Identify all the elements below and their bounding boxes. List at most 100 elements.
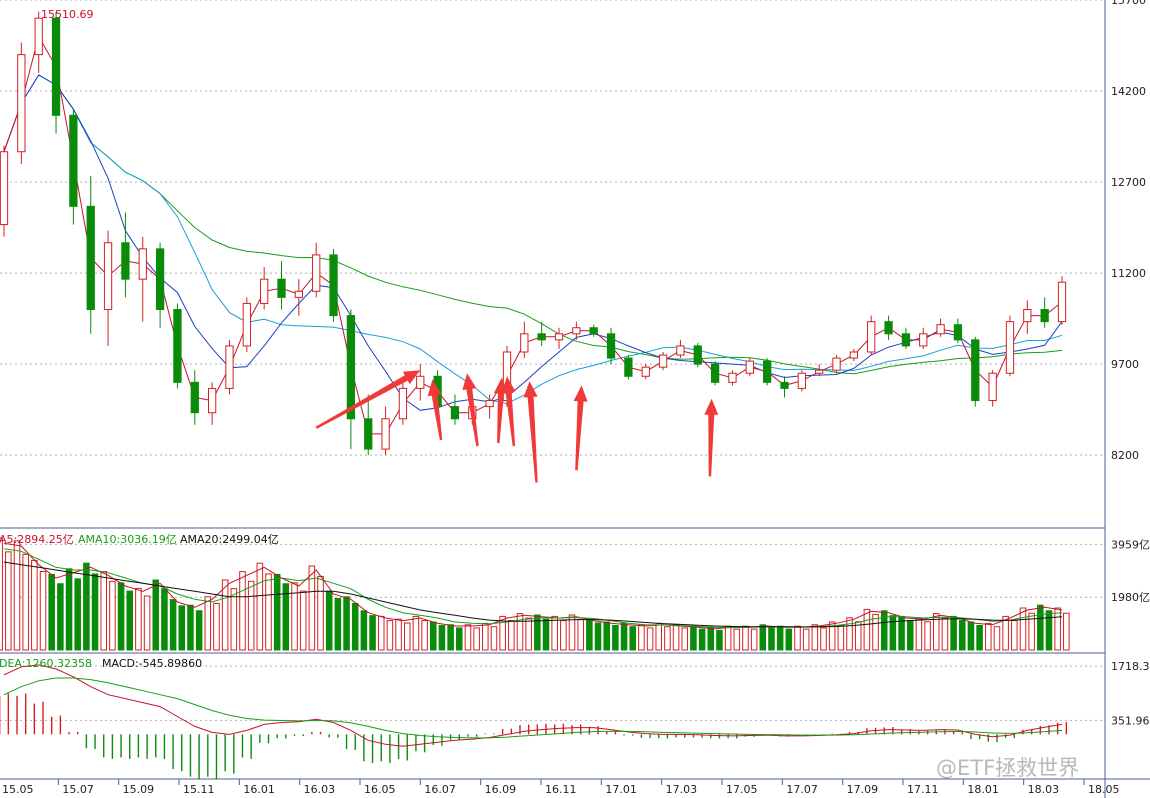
- volume-bar-45-0: [776, 625, 784, 651]
- annotation-arrows: [315, 370, 719, 483]
- volume-ma-lines: [3, 542, 1063, 630]
- candle-body-55: [953, 324, 963, 341]
- candle-33: [572, 321, 581, 340]
- x-tick-label-15: 17.11: [907, 783, 939, 796]
- annotation-arrow-0: [315, 370, 421, 429]
- volume-bar-39-1: [681, 627, 689, 651]
- volume-ama10-line: [3, 548, 1063, 629]
- moving-average-lines: [3, 35, 1063, 435]
- watermark: @ETF拯救世界: [936, 756, 1079, 780]
- volume-bar-39-0: [672, 624, 680, 651]
- candle-60: [1040, 297, 1049, 328]
- candle-47: [815, 364, 824, 377]
- volume-bar-41-1: [716, 629, 723, 651]
- x-tick-label-7: 16.07: [424, 783, 456, 796]
- volume-bar-53-0: [915, 617, 923, 651]
- volume-bar-13-1: [230, 588, 238, 651]
- candle-6: [103, 230, 113, 346]
- candle-body-52: [901, 333, 911, 347]
- volume-bar-58-0: [1002, 615, 1009, 651]
- candle-body-16: [277, 278, 286, 298]
- candle-body-1: [17, 54, 26, 153]
- volume-ama20-line: [3, 561, 1063, 628]
- candle-body-38: [658, 354, 668, 368]
- candle-body-45: [780, 381, 789, 389]
- macd-legend-macd: MACD:-545.89860: [102, 657, 202, 670]
- volume-bar-44-0: [759, 624, 767, 651]
- candle-body-10: [173, 309, 182, 383]
- volume-bar-50-0: [863, 608, 871, 651]
- candle-17: [294, 279, 303, 316]
- candle-19: [329, 248, 338, 322]
- candle-body-26: [450, 406, 460, 420]
- annotation-arrow-6: [573, 385, 588, 471]
- candle-body-33: [572, 327, 581, 335]
- candle-body-20: [346, 315, 356, 420]
- candle-43: [745, 358, 754, 377]
- x-tick-label-0: 15.05: [2, 783, 34, 796]
- volume-bar-56-0: [967, 621, 975, 651]
- candle-body-32: [554, 333, 564, 341]
- candle-13: [225, 339, 234, 395]
- volume-bar-35-1: [612, 624, 619, 651]
- volume-bar-48-0: [828, 621, 836, 651]
- volume-bar-8-0: [135, 587, 142, 651]
- volume-bar-58-1: [1011, 620, 1018, 651]
- x-tick-label-10: 17.01: [605, 783, 637, 796]
- annotation-arrow-7: [704, 398, 719, 477]
- volume-bar-10-1: [178, 605, 186, 651]
- macd-dea-line: [3, 677, 1063, 739]
- volume-bar-32-1: [560, 620, 567, 651]
- candle-5: [86, 176, 95, 334]
- candle-7: [121, 212, 130, 298]
- volume-bar-5-1: [91, 573, 99, 651]
- price-tick-label-5: 8200: [1111, 449, 1139, 462]
- volume-bar-19-0: [325, 590, 333, 651]
- candle-37: [641, 364, 650, 380]
- volume-bar-51-0: [880, 610, 888, 651]
- candle-body-12: [207, 387, 217, 414]
- volume-bar-2-0: [31, 559, 38, 651]
- candle-body-47: [815, 369, 824, 374]
- volume-bar-30-1: [525, 617, 532, 651]
- volume-tick-label-0: 3959亿: [1111, 538, 1150, 551]
- volume-bar-60-1: [1045, 610, 1053, 651]
- candle-20: [346, 309, 356, 450]
- volume-bar-56-1: [976, 624, 983, 651]
- volume-bar-14-0: [239, 571, 246, 651]
- x-tick-label-9: 16.11: [545, 783, 577, 796]
- candle-body-60: [1040, 309, 1049, 323]
- candle-21: [364, 394, 373, 456]
- candle-body-14: [242, 302, 251, 347]
- x-tick-label-3: 15.11: [183, 783, 215, 796]
- volume-bar-37-0: [638, 624, 645, 651]
- x-tick-label-1: 15.07: [62, 783, 93, 796]
- candle-body-56: [971, 339, 980, 402]
- candle-body-2: [34, 17, 43, 56]
- candle-body-23: [398, 387, 408, 420]
- candle-38: [658, 352, 668, 371]
- candle-body-59: [1023, 309, 1032, 323]
- x-tick-label-17: 18.03: [1028, 783, 1060, 796]
- candle-body-24: [416, 375, 425, 389]
- volume-bar-48-1: [837, 624, 845, 651]
- candle-18: [312, 242, 321, 298]
- volume-bar-50-1: [872, 613, 879, 651]
- candle-48: [832, 355, 841, 374]
- volume-bar-46-1: [802, 628, 810, 651]
- volume-bar-9-1: [161, 588, 168, 651]
- candle-body-4: [69, 114, 78, 207]
- volume-bar-49-1: [854, 621, 862, 651]
- candle-body-22: [381, 418, 390, 450]
- volume-bar-27-0: [464, 624, 472, 651]
- x-tick-label-8: 16.09: [485, 783, 516, 796]
- volume-bar-53-1: [924, 621, 931, 651]
- volume-bar-21-0: [360, 610, 368, 651]
- price-tick-label-1: 14200: [1111, 85, 1146, 98]
- volume-bar-3-0: [48, 573, 55, 651]
- candle-16: [277, 260, 286, 310]
- candle-44: [763, 358, 772, 386]
- volume-bar-16-1: [282, 583, 290, 651]
- candle-50: [867, 315, 876, 356]
